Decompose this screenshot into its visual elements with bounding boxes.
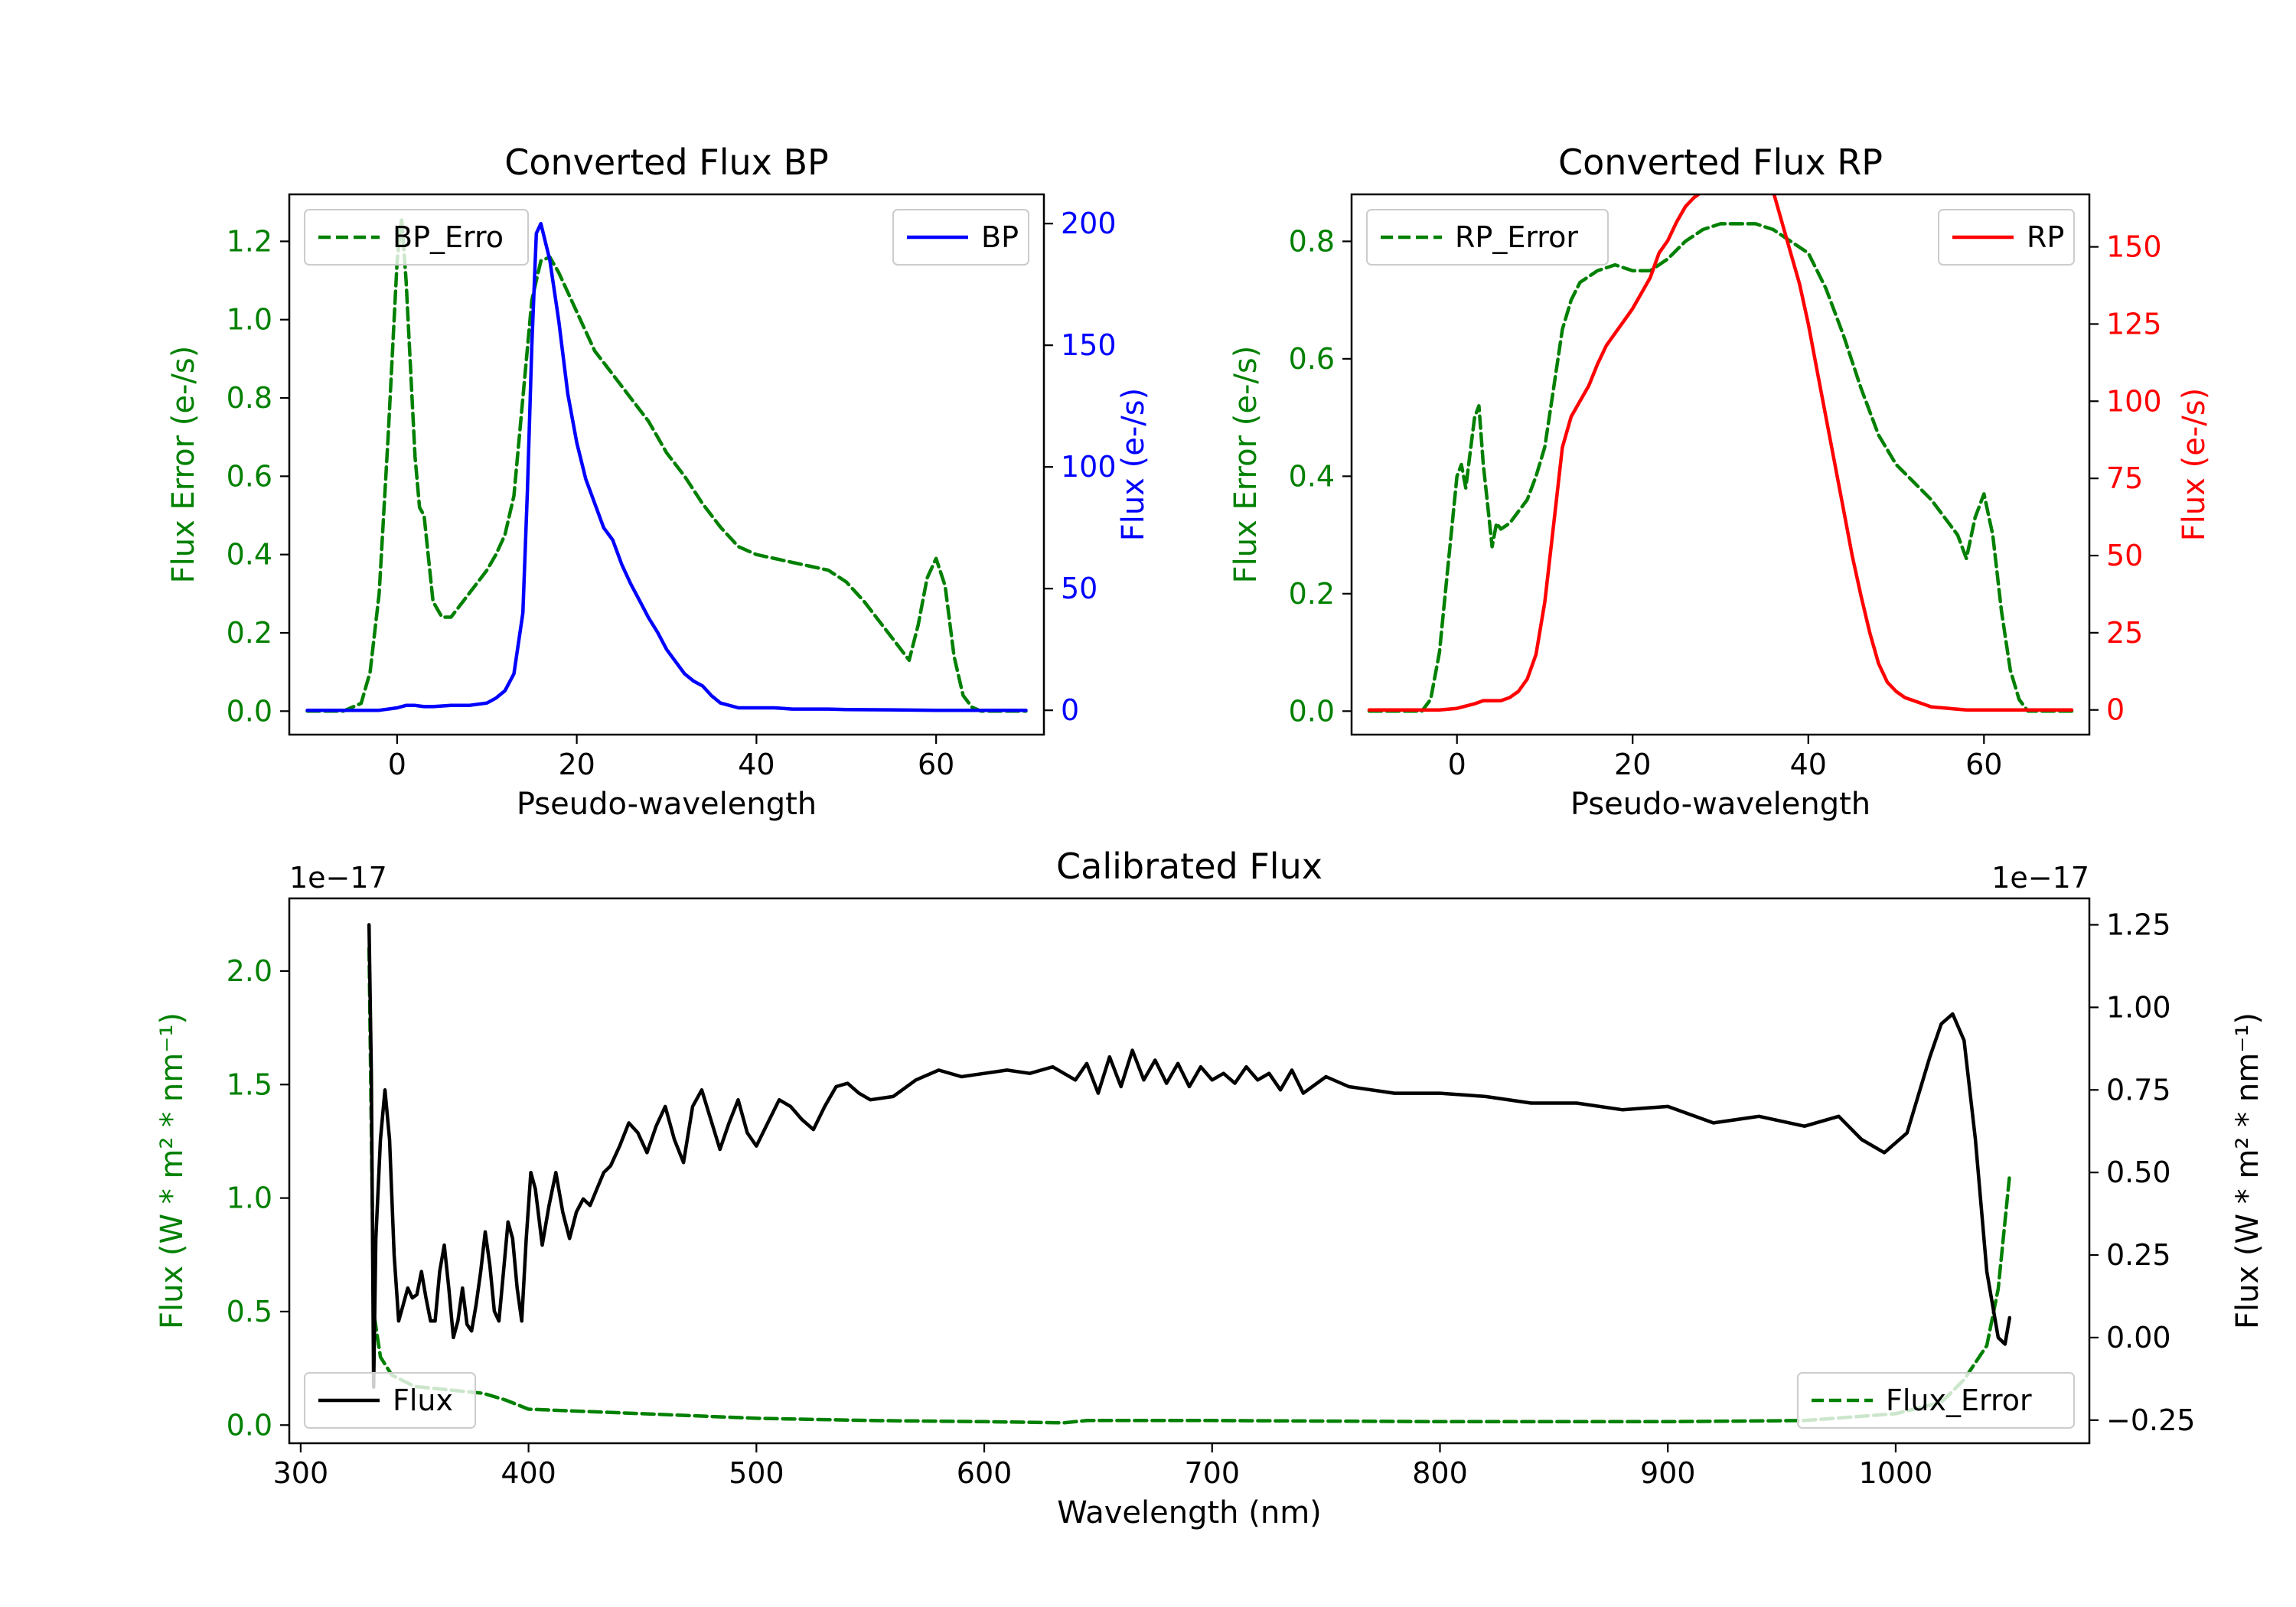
cal-legend-label: Flux: [393, 1384, 453, 1417]
bp-ytick-right-label: 0: [1061, 693, 1079, 727]
bp-ytick-right-label: 100: [1061, 450, 1117, 484]
rp-ytick-left-label: 0.6: [1289, 342, 1335, 376]
cal-xtick-label: 500: [729, 1456, 784, 1490]
bp-xtick-label: 0: [388, 748, 406, 781]
cal-offset-right: 1e−17: [1991, 861, 2089, 895]
cal-ytick-left-label: 1.5: [227, 1068, 272, 1101]
bp-ytick-left-label: 1.2: [227, 224, 272, 258]
rp-legend-label: RP: [2027, 220, 2064, 254]
bp-title: Converted Flux BP: [504, 142, 829, 183]
bp-ytick-right-label: 50: [1061, 572, 1097, 605]
cal-ytick-right-label: 1.25: [2106, 908, 2171, 942]
rp-ytick-left-label: 0.2: [1289, 577, 1335, 611]
cal-ytick-left-label: 1.0: [227, 1182, 272, 1215]
cal-legend-label: Flux_Error: [1886, 1384, 2032, 1417]
bp-xtick-label: 20: [558, 748, 595, 781]
cal-ytick-left-label: 0.0: [227, 1408, 272, 1442]
rp-ytick-right-label: 75: [2106, 461, 2143, 495]
cal-ytick-left-label: 2.0: [227, 954, 272, 988]
cal-xtick-label: 700: [1185, 1456, 1241, 1490]
rp-ytick-right-label: 50: [2106, 539, 2143, 572]
rp-ytick-right-label: 100: [2106, 384, 2162, 418]
rp-ytick-left-label: 0.4: [1289, 459, 1335, 493]
cal-ylabel-left: Flux (W * m² * nm⁻¹): [155, 1012, 190, 1329]
cal-legend-right: Flux_Error: [1797, 1372, 2075, 1429]
bp-chart: Converted Flux BP 0 20 40 60 Pseudo-wavelengt…: [166, 142, 1151, 822]
cal-xtick-label: 300: [273, 1456, 329, 1490]
rp-ytick-left-label: 0.0: [1289, 694, 1335, 728]
bp-xtick-label: 60: [918, 748, 954, 781]
bp-series-bp: [305, 221, 1028, 712]
cal-legend-box: [304, 1372, 476, 1429]
rp-xtick-label: 20: [1614, 748, 1651, 781]
rp-chart: Converted Flux RP 0 20 40 60 Pseudo-wavelengt…: [1228, 142, 2212, 822]
rp-xlabel: Pseudo-wavelength: [1570, 787, 1870, 822]
bp-legend-box: [304, 209, 529, 266]
cal-ytick-right-label: 0.75: [2106, 1073, 2171, 1107]
rp-legend-right: RP: [1938, 209, 2075, 266]
bp-legend-left: BP_Erro: [304, 209, 529, 266]
rp-ytick-right-label: 25: [2106, 616, 2143, 650]
cal-xtick-label: 400: [501, 1456, 556, 1490]
cal-ytick-right-label: 0.25: [2106, 1238, 2171, 1272]
cal-xlabel: Wavelength (nm): [1057, 1495, 1322, 1530]
cal-ytick-left-label: 0.5: [227, 1295, 272, 1328]
rp-ylabel-right: Flux (e-/s): [2177, 388, 2212, 541]
rp-xtick-label: 0: [1448, 748, 1466, 781]
rp-legend-box: [1366, 209, 1609, 266]
rp-ytick-right-label: 0: [2106, 693, 2125, 727]
cal-xtick-label: 600: [957, 1456, 1013, 1490]
cal-xtick-label: 800: [1412, 1456, 1468, 1490]
rp-ytick-right-label: 125: [2106, 307, 2162, 341]
plots-layer: Converted Flux BP 0 20 40 60 Pseudo-wavelengt…: [155, 142, 2265, 1530]
bp-xlabel: Pseudo-wavelength: [517, 787, 817, 822]
cal-chart: Calibrated Flux 300 400 500 600 700 800 900 1000…: [155, 846, 2265, 1530]
cal-ylabel-right: Flux (W * m² * nm⁻¹): [2230, 1012, 2265, 1329]
bp-ytick-left-label: 0.2: [227, 616, 272, 650]
cal-axes-frame: [288, 897, 2091, 1445]
cal-offset-left: 1e−17: [289, 861, 387, 895]
bp-ytick-left-label: 1.0: [227, 303, 272, 337]
rp-xtick-label: 40: [1790, 748, 1827, 781]
cal-legend-box: [1797, 1372, 2075, 1429]
bp-axes-frame: [288, 193, 1045, 736]
rp-legend-label: RP_Error: [1455, 220, 1578, 254]
bp-ytick-right-label: 150: [1061, 328, 1117, 362]
rp-legend-left: RP_Error: [1366, 209, 1609, 266]
rp-axes-frame: [1350, 193, 2091, 736]
bp-legend-right: BP: [892, 209, 1029, 266]
cal-title: Calibrated Flux: [1056, 846, 1322, 887]
cal-ytick-right-label: 0.00: [2106, 1321, 2171, 1354]
cal-xtick-label: 1000: [1859, 1456, 1933, 1490]
rp-title: Converted Flux RP: [1558, 142, 1883, 183]
bp-ytick-left-label: 0.4: [227, 538, 272, 572]
cal-series-flux: [367, 923, 2012, 1389]
bp-ylabel-right: Flux (e-/s): [1116, 388, 1151, 541]
cal-ytick-right-label: 0.50: [2106, 1156, 2171, 1189]
bp-ytick-left-label: 0.0: [227, 694, 272, 728]
rp-ylabel-left: Flux Error (e-/s): [1228, 346, 1264, 584]
cal-xtick-label: 900: [1640, 1456, 1696, 1490]
bp-xtick-label: 40: [738, 748, 775, 781]
rp-series-rp-error: [1367, 222, 2074, 713]
cal-ytick-right-label: −0.25: [2106, 1403, 2195, 1437]
cal-legend-left: Flux: [304, 1372, 476, 1429]
bp-ytick-left-label: 0.8: [227, 381, 272, 415]
rp-ytick-right-label: 150: [2106, 230, 2162, 264]
bp-ylabel-left: Flux Error (e-/s): [166, 346, 201, 584]
rp-ytick-left-label: 0.8: [1289, 224, 1335, 258]
bp-ytick-right-label: 200: [1061, 207, 1117, 240]
bp-legend-label: BP: [981, 220, 1019, 254]
rp-xtick-label: 60: [1965, 748, 2002, 781]
bp-ytick-left-label: 0.6: [227, 459, 272, 493]
rp-series-rp: [1367, 194, 2074, 712]
bp-legend-label: BP_Erro: [393, 220, 504, 254]
bp-series-bp-error: [305, 216, 1028, 713]
cal-ytick-right-label: 1.00: [2106, 990, 2171, 1024]
